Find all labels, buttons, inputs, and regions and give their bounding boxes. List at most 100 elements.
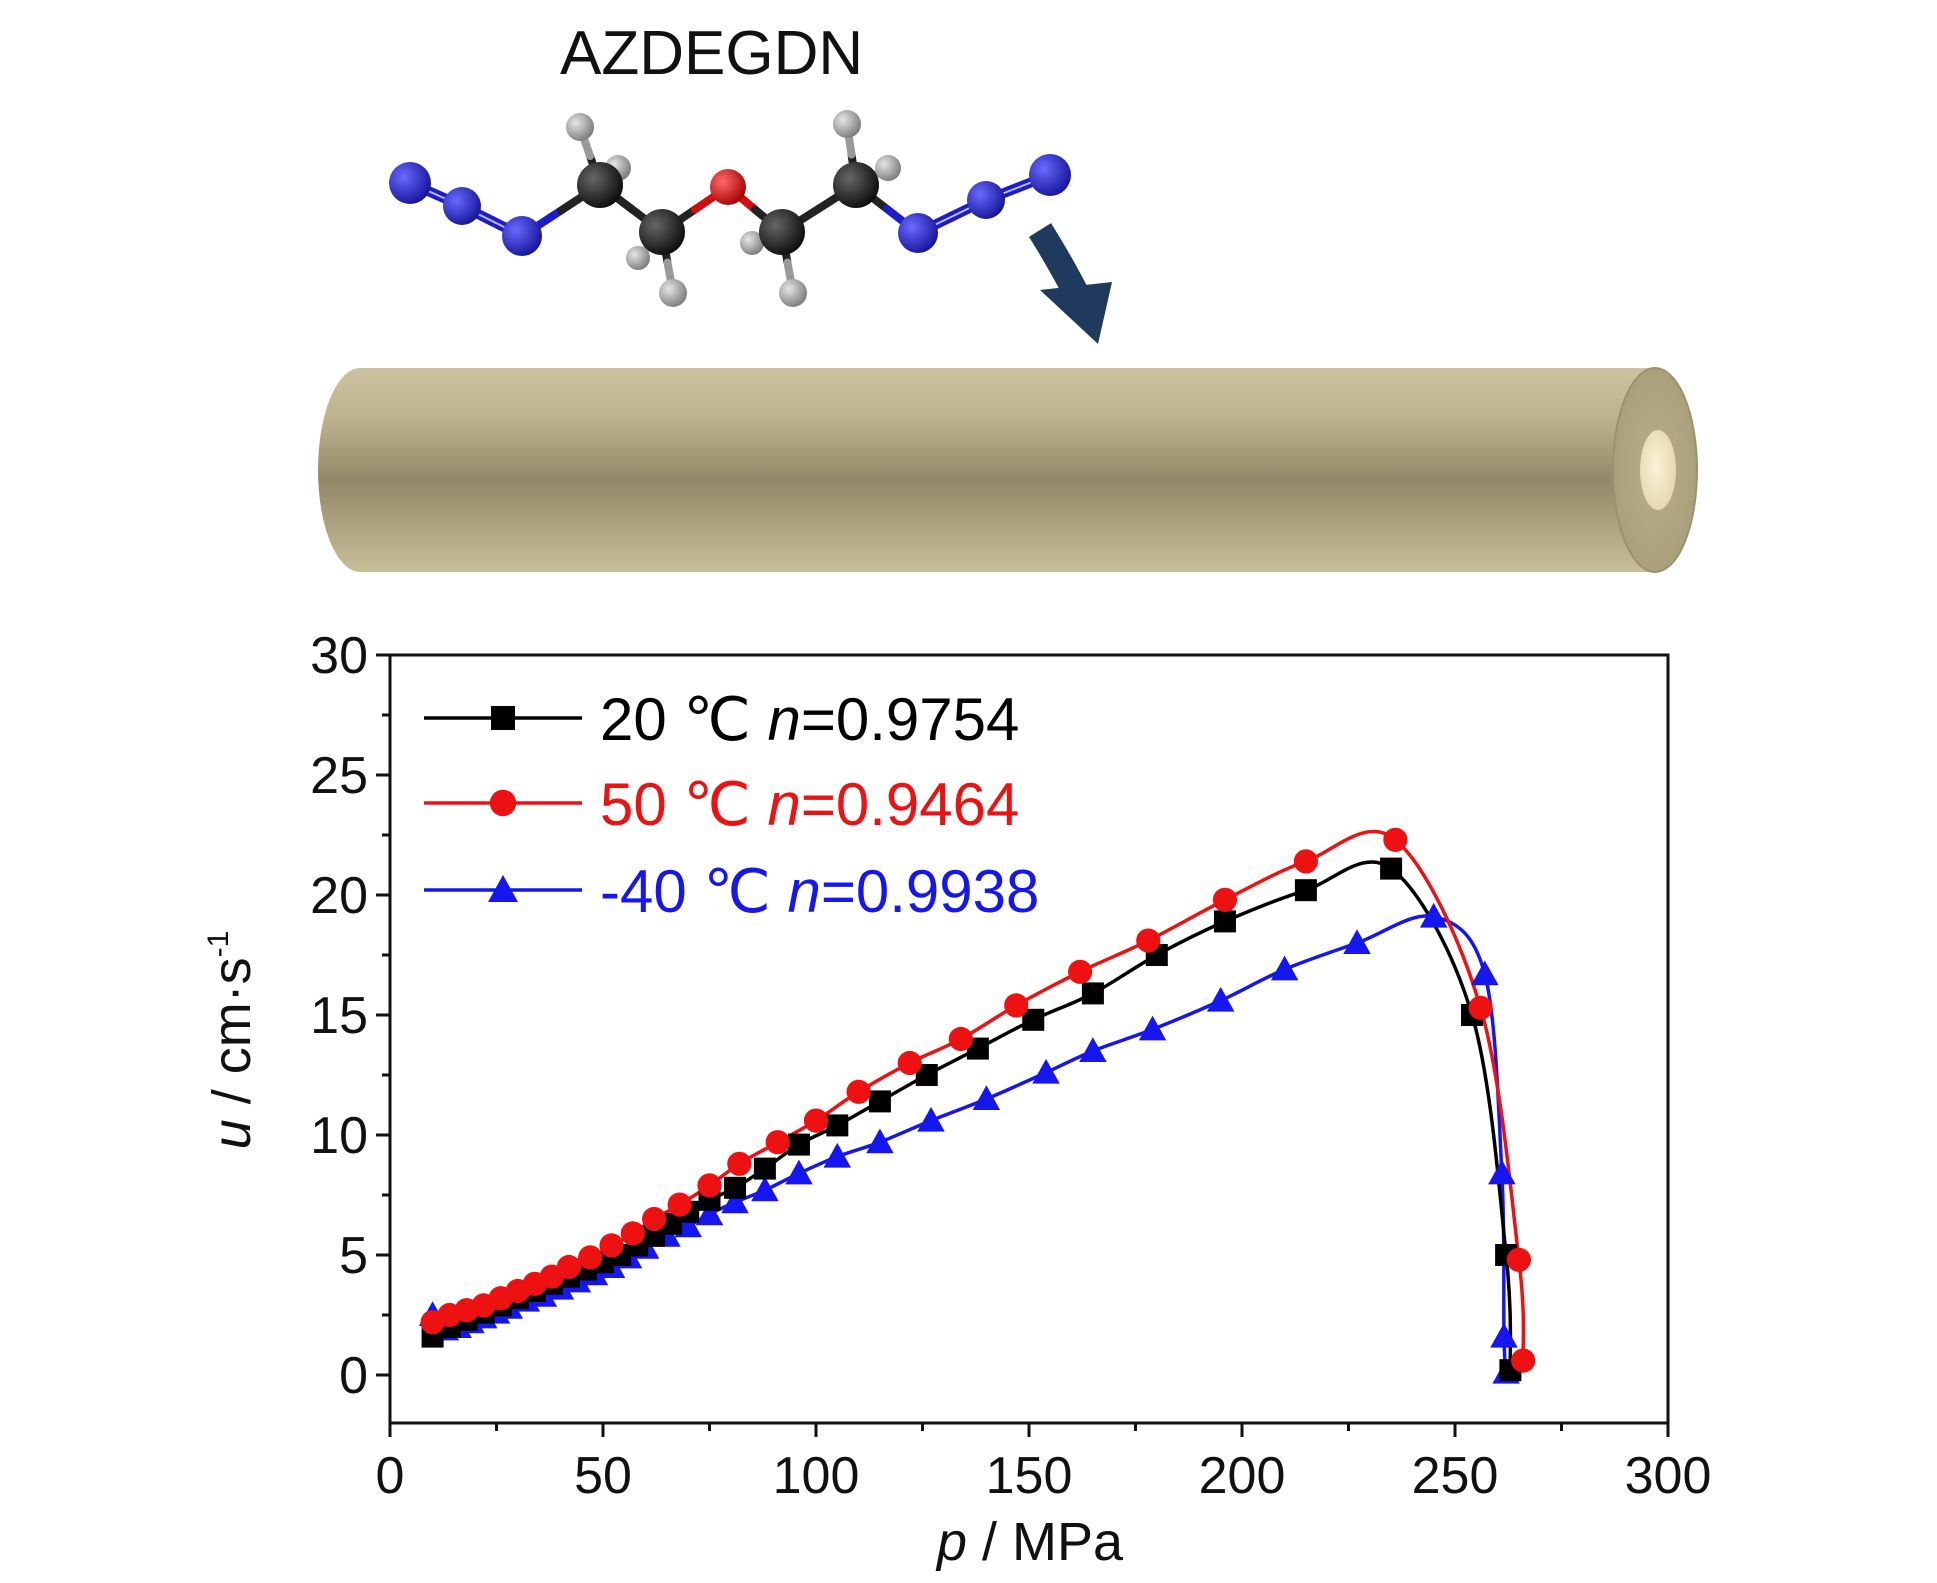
- carbon-atom: [577, 162, 623, 208]
- data-point-triangle: [1471, 960, 1499, 986]
- data-point-square: [1213, 910, 1236, 933]
- data-point-square: [1022, 1008, 1045, 1031]
- hydrogen-atom: [659, 279, 687, 307]
- curved-down-arrow-icon: [1028, 223, 1112, 344]
- data-point-circle: [599, 1233, 624, 1258]
- x-tick-label: 100: [773, 1447, 860, 1505]
- hydrogen-atom: [626, 246, 650, 270]
- legend-temperature: -40 ℃: [600, 858, 787, 925]
- data-point-triangle: [823, 1142, 852, 1168]
- data-point-triangle: [488, 875, 518, 902]
- data-point-circle: [948, 1026, 973, 1052]
- x-axis-label-var: p: [935, 1512, 967, 1572]
- series-line-0: [431, 860, 1513, 1371]
- y-tick-label: 10: [310, 1107, 368, 1165]
- legend-n-value: =0.9938: [821, 858, 1040, 925]
- nitrogen-atom: [1029, 154, 1071, 196]
- y-axis: 0 5 10 15 20 25 30: [310, 627, 390, 1405]
- hydrogen-atom: [566, 113, 594, 141]
- x-tick-label: 300: [1625, 1447, 1712, 1505]
- legend-temperature: 20 ℃: [600, 686, 767, 753]
- data-point-circle: [1506, 1247, 1531, 1272]
- legend-temperature: 50 ℃: [600, 771, 767, 838]
- x-tick-label: 50: [574, 1447, 632, 1505]
- data-point-triangle: [785, 1159, 813, 1185]
- y-axis-label-var: u: [202, 1119, 262, 1149]
- data-point-triangle: [1032, 1058, 1060, 1084]
- y-axis-label-exp: -1: [202, 931, 235, 958]
- data-point-triangle: [695, 1200, 724, 1226]
- carbon-atom: [759, 209, 805, 255]
- hydrogen-atom: [779, 279, 807, 307]
- y-tick-label: 15: [310, 987, 368, 1045]
- data-point-circle: [1468, 995, 1493, 1020]
- data-point-triangle: [1206, 986, 1235, 1012]
- molecule-model: [389, 110, 1071, 307]
- data-point-square: [1380, 857, 1403, 880]
- x-tick-label: 150: [986, 1447, 1073, 1505]
- legend-n-symbol: n: [767, 686, 800, 753]
- data-point-square: [753, 1157, 776, 1180]
- data-point-circle: [765, 1130, 790, 1155]
- y-axis-label: u / cm·s-1: [202, 931, 262, 1150]
- x-tick-label: 250: [1412, 1447, 1499, 1505]
- y-axis-label-unit: / cm·s: [202, 957, 262, 1119]
- data-point-triangle: [1343, 929, 1371, 954]
- propellant-tube: [318, 367, 1698, 573]
- data-point-circle: [803, 1108, 829, 1133]
- y-tick-label: 20: [310, 867, 368, 925]
- molecule-atoms: [389, 110, 1071, 307]
- hydrogen-atom: [875, 155, 901, 181]
- oxygen-atom: [710, 169, 746, 205]
- data-point-circle: [667, 1192, 692, 1217]
- legend-entry: -40 ℃ n=0.9938: [600, 858, 1039, 925]
- x-axis-label: p / MPa: [935, 1512, 1124, 1572]
- data-point-circle: [1293, 849, 1318, 874]
- data-point-circle: [620, 1221, 645, 1246]
- y-tick-label: 30: [310, 627, 368, 685]
- hydrogen-atom: [740, 231, 764, 255]
- y-tick-label: 5: [339, 1227, 368, 1285]
- series-markers: [418, 827, 1536, 1384]
- data-point-triangle: [1138, 1015, 1167, 1041]
- data-point-circle: [1068, 959, 1093, 984]
- data-point-circle: [642, 1206, 667, 1232]
- data-point-square: [1081, 982, 1104, 1005]
- data-point-circle: [1136, 928, 1161, 953]
- hydrogen-atom: [833, 110, 861, 138]
- data-point-circle: [489, 789, 517, 817]
- nitrogen-atom: [389, 162, 431, 204]
- data-point-triangle: [1490, 1322, 1518, 1348]
- x-tick-label: 0: [376, 1447, 405, 1505]
- data-point-triangle: [972, 1085, 1001, 1110]
- data-point-circle: [727, 1151, 752, 1176]
- legend-entry: 20 ℃ n=0.9754: [600, 686, 1019, 753]
- data-point-triangle: [1488, 1159, 1516, 1185]
- nitrogen-atom: [898, 213, 938, 253]
- data-point-circle: [578, 1245, 603, 1270]
- data-point-triangle: [751, 1176, 779, 1202]
- x-axis: 0 50 100 150 200 250 300: [376, 1423, 1712, 1505]
- series-line-2: [431, 914, 1508, 1373]
- data-point-square: [915, 1064, 938, 1086]
- data-point-circle: [897, 1050, 922, 1076]
- y-tick-label: 25: [310, 747, 368, 805]
- legend-n-value: =0.9754: [801, 686, 1020, 753]
- data-point-square: [491, 706, 515, 730]
- data-point-circle: [846, 1079, 871, 1104]
- nitrogen-atom: [502, 216, 542, 256]
- data-point-square: [724, 1176, 747, 1199]
- legend-n-symbol: n: [787, 858, 820, 925]
- data-point-square: [643, 1224, 666, 1247]
- data-point-square: [966, 1037, 989, 1060]
- legend-n-symbol: n: [767, 771, 800, 838]
- data-point-square: [1294, 879, 1317, 902]
- data-point-circle: [1383, 827, 1408, 852]
- carbon-atom: [833, 162, 879, 208]
- molecule-bonds: [405, 120, 1055, 297]
- data-point-triangle: [1419, 902, 1448, 928]
